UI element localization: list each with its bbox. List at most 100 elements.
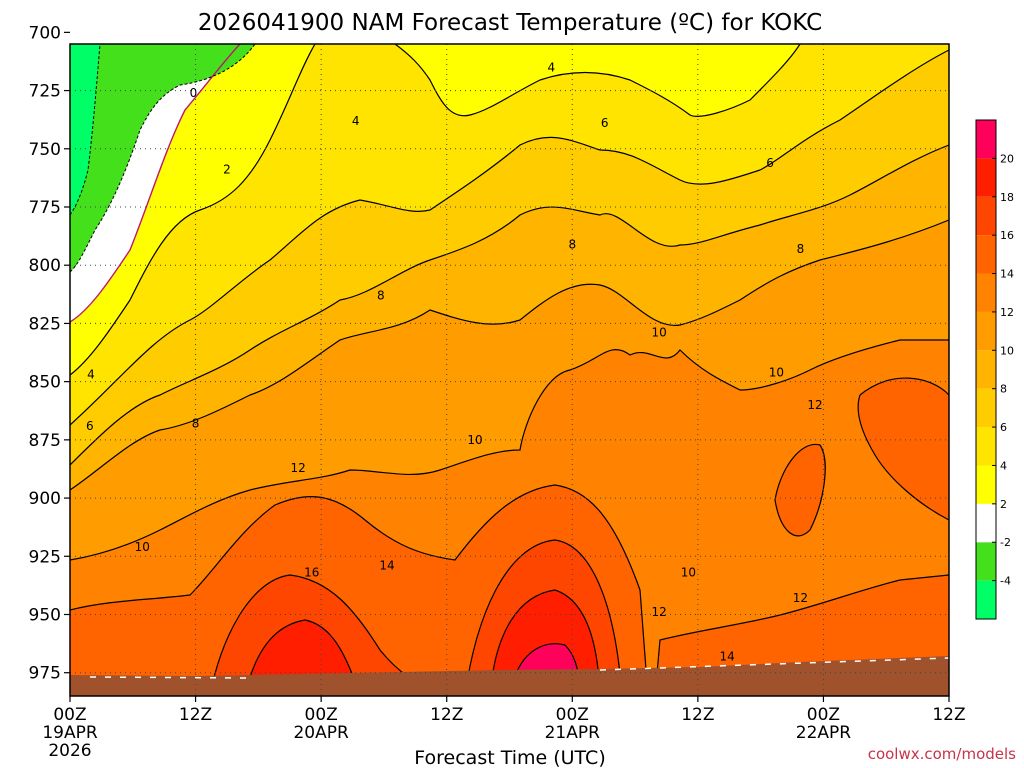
colorbar-swatch	[976, 427, 996, 466]
band-ge12-c	[775, 444, 826, 536]
x-tick-label: 12Z	[430, 705, 463, 725]
contour-label: 16	[304, 566, 319, 580]
contour-label: 6	[86, 419, 94, 433]
contour-label: 10	[681, 566, 696, 580]
contour-label: 8	[568, 237, 576, 251]
y-tick-label: 750	[29, 140, 61, 160]
colorbar-swatch	[976, 158, 996, 197]
isotherm-minus2	[70, 44, 256, 273]
colorbar: -4 -2 2 4 6 8 10 12 14 16 18 20	[975, 119, 1014, 620]
contour-label: 12	[807, 398, 822, 412]
isotherm-0	[70, 44, 241, 323]
gridlines	[70, 44, 949, 696]
contour-label: 8	[797, 242, 805, 256]
colorbar-label: -4	[1000, 575, 1011, 588]
colorbar-swatch	[976, 196, 996, 236]
colorbar-label: 4	[1000, 459, 1007, 472]
colorbar-swatch	[976, 273, 996, 312]
surface-edge-marks	[89, 657, 949, 679]
plot-frame	[69, 43, 950, 697]
y-tick-label: 700	[29, 23, 61, 43]
isotherm-16-a	[244, 619, 361, 696]
y-tick-label: 850	[29, 373, 61, 393]
chart-title: 2026041900 NAM Forecast Temperature (ºC)…	[198, 10, 822, 36]
contour-label: 14	[720, 649, 735, 663]
contour-label: 0	[190, 86, 198, 100]
isotherm-10	[70, 339, 949, 561]
contour-label: 2	[223, 163, 231, 177]
y-tick-label: 950	[29, 606, 61, 626]
x-tick-label: 12Z	[179, 705, 212, 725]
contour-label: 10	[651, 326, 666, 340]
contour-label: 12	[651, 605, 666, 619]
contour-label: 8	[192, 417, 200, 431]
contour-label: 10	[135, 540, 150, 554]
isotherm-16-b	[489, 589, 601, 696]
colorbar-label: 12	[1000, 306, 1014, 319]
x-tick-date: 21APR	[545, 723, 601, 743]
colorbar-label: -2	[1000, 536, 1011, 549]
isotherm-12-a	[70, 484, 649, 696]
colorbar-label: 18	[1000, 191, 1014, 204]
band-lt-4	[70, 44, 100, 215]
x-tick-label: 00Z	[53, 705, 86, 725]
band-lt4	[70, 44, 949, 425]
x-tick-date: 19APR	[42, 723, 98, 743]
contour-label: 4	[352, 114, 360, 128]
colorbar-label: 6	[1000, 421, 1007, 434]
x-tick-label: 00Z	[807, 705, 840, 725]
colorbar-swatch	[976, 542, 996, 581]
isotherm-6	[70, 144, 949, 466]
y-tick-label: 775	[29, 198, 61, 218]
colorbar-label: 20	[1000, 152, 1014, 165]
contour-label: 6	[601, 116, 609, 130]
band-lt-2	[70, 44, 255, 272]
contour-label: 8	[377, 288, 385, 302]
x-tick-year: 2026	[48, 741, 91, 761]
band-ge12-d	[858, 378, 949, 520]
isotherm-14-b	[464, 539, 623, 696]
isotherm-2	[70, 44, 801, 376]
y-tick-label: 875	[29, 431, 61, 451]
isotherm-18	[514, 643, 579, 677]
contour-label: 12	[290, 461, 305, 475]
isotherm-12-c	[774, 443, 826, 537]
isotherm-12-d	[857, 377, 949, 521]
contour-label: 14	[379, 559, 394, 573]
y-tick-label: 825	[29, 314, 61, 334]
x-tick-date: 22APR	[796, 723, 852, 743]
colorbar-frame	[975, 119, 997, 620]
contour-label: 6	[766, 156, 774, 170]
y-tick-label: 925	[29, 547, 61, 567]
colorbar-label: 14	[1000, 268, 1014, 281]
contour-labels: 0 2 4 4 4 6 6 6 8 8 8 8 10 10 10 10 10 12 12 12 12 14 14 16	[86, 60, 823, 663]
band-lt2	[70, 44, 800, 375]
contour-label: 10	[769, 365, 784, 379]
y-tick-label: 900	[29, 489, 61, 509]
colorbar-swatch	[976, 350, 996, 389]
contour-label: 10	[467, 433, 482, 447]
colorbar-label: 10	[1000, 344, 1014, 357]
isotherm-minus4	[70, 44, 101, 216]
y-axis: 700 725 750 775 800 825 850 875 900 925 950 975	[29, 23, 70, 684]
colorbar-label: 2	[1000, 498, 1007, 511]
isotherm-8	[70, 219, 949, 491]
x-tick-label: 00Z	[556, 705, 589, 725]
colorbar-swatch	[976, 388, 996, 428]
colorbar-label: 8	[1000, 383, 1007, 396]
band-ge18	[515, 643, 578, 676]
x-tick-label: 00Z	[305, 705, 338, 725]
colorbar-label: 16	[1000, 229, 1014, 242]
credit-text: coolwx.com/models	[868, 745, 1016, 763]
colorbar-swatch	[976, 311, 996, 351]
y-tick-label: 975	[29, 664, 61, 684]
colorbar-swatch	[976, 465, 996, 504]
colorbar-swatch	[976, 503, 996, 543]
colorbar-swatch	[976, 120, 996, 159]
contour-label: 4	[87, 368, 95, 382]
colorbar-swatch	[976, 235, 996, 274]
y-tick-label: 800	[29, 256, 61, 276]
contour-label: 12	[793, 591, 808, 605]
contour-label: 4	[548, 60, 556, 74]
